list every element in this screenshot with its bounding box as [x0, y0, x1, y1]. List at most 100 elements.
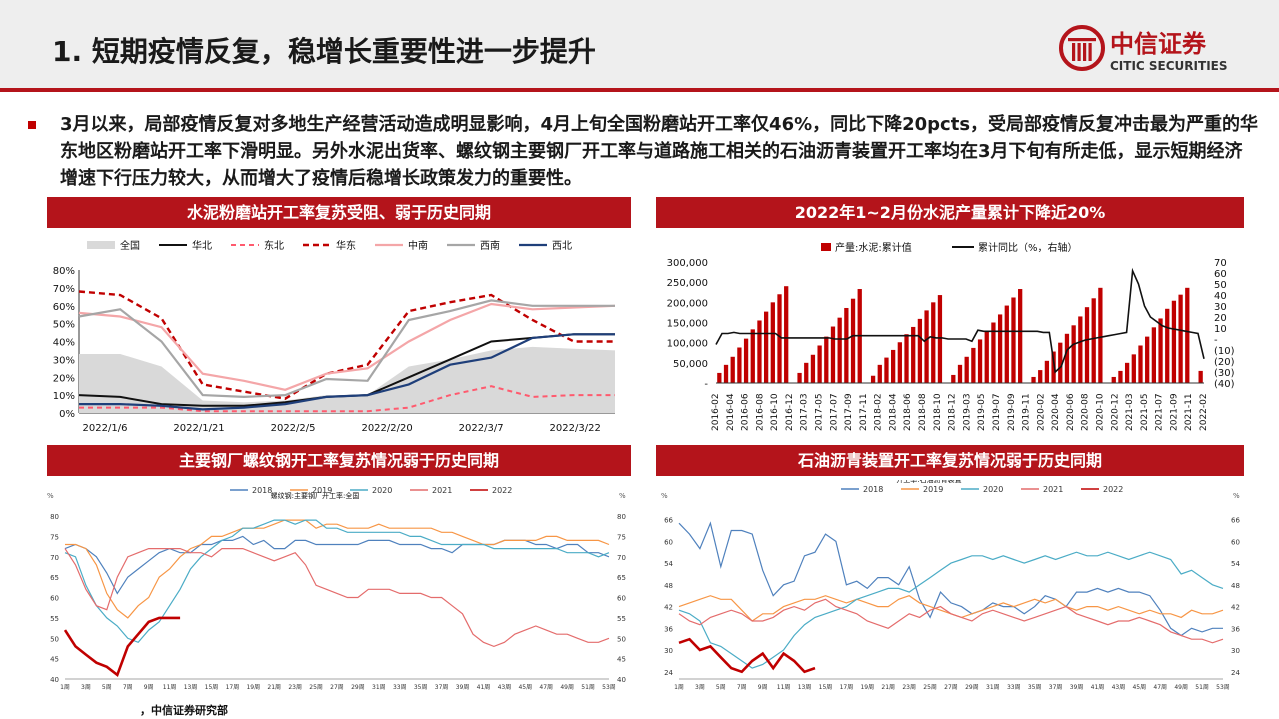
bar	[717, 372, 722, 383]
y-tick-label: 40%	[53, 338, 75, 349]
bar	[964, 356, 969, 383]
x-tick-label: 2020-08	[1081, 393, 1091, 431]
header-band	[0, 0, 1279, 88]
x-tick-label: 35周	[1028, 684, 1042, 691]
x-tick-label: 2016-12	[785, 393, 795, 431]
bar	[1038, 370, 1043, 383]
unit-right: %	[619, 492, 626, 500]
page-title: 1. 短期疫情反复，稳增长重要性进一步提升	[52, 35, 596, 68]
x-tick-label: 2022/3/7	[459, 423, 504, 434]
bar	[1064, 333, 1070, 383]
y-right-tick-label: 50	[617, 635, 626, 643]
bar	[750, 329, 755, 383]
y-tick-label: 30%	[53, 355, 75, 366]
bar	[911, 326, 916, 383]
bar	[730, 356, 735, 383]
legend-label-2021: 2021	[1043, 485, 1063, 494]
y-right-tick-label: 70	[617, 554, 626, 562]
y-right-tick-label: 40	[1214, 291, 1227, 302]
y-right-tick-label: 75	[617, 533, 626, 541]
x-tick-label: 2018-06	[903, 393, 913, 431]
bar	[917, 318, 923, 383]
x-tick-label: 11周	[777, 684, 791, 691]
bullet-square	[28, 121, 36, 129]
bar	[951, 374, 956, 383]
y-tick-label: 0%	[59, 409, 75, 420]
x-tick-label: 2019-03	[962, 393, 972, 431]
legend-label-2018: 2018	[863, 485, 883, 494]
x-tick-label: 2016-08	[755, 393, 765, 431]
bar	[1124, 362, 1130, 383]
y-left-tick-label: 66	[664, 517, 673, 525]
bar	[904, 334, 909, 383]
x-tick-label: 43周	[498, 684, 512, 691]
source-note: ，中信证券研究部	[140, 704, 228, 717]
bar	[1198, 370, 1203, 383]
y-left-tick-label: 75	[50, 533, 59, 541]
bar	[997, 314, 1003, 383]
bar	[924, 310, 929, 383]
series-2022	[678, 637, 816, 674]
y-right-tick-label: 50	[1214, 280, 1227, 291]
bar	[737, 347, 742, 383]
unit-left: %	[661, 492, 668, 500]
bar	[1044, 360, 1050, 383]
legend-label-2021: 2021	[432, 486, 452, 495]
y-tick-label: 60%	[53, 302, 75, 313]
bar	[1131, 354, 1136, 383]
x-tick-label: 2022/2/20	[361, 423, 412, 434]
y-right-tick-label: 24	[1231, 669, 1240, 677]
x-tick-label: 3周	[695, 684, 705, 691]
y-tick-label: 50%	[53, 320, 75, 331]
citic-logo-graphic: 中信证券 CITIC SECURITIES	[1059, 25, 1228, 73]
chart4-title: 石油沥青装置开工率复苏情况弱于历史同期	[656, 445, 1244, 476]
legend-label-2022: 2022	[1103, 485, 1123, 494]
y-right-tick-label: 42	[1231, 604, 1240, 612]
logo-english: CITIC SECURITIES	[1110, 59, 1228, 73]
x-tick-label: 5周	[716, 684, 726, 691]
bar	[797, 372, 802, 383]
header-rule	[0, 88, 1279, 92]
chart4-plot: % % 开工率:石油沥青装置 2018 2019 2020 2021 2022 24 24 30 30…	[661, 480, 1240, 691]
bar	[1078, 316, 1083, 383]
x-tick-label: 41周	[1091, 684, 1105, 691]
legend-label-3: 华东	[336, 239, 356, 252]
x-tick-label: 33周	[1007, 684, 1021, 691]
x-tick-label: 2017-05	[815, 393, 825, 431]
x-tick-label: 1周	[60, 684, 70, 691]
x-tick-label: 2019-09	[1007, 393, 1017, 431]
x-tick-label: 2018-04	[888, 393, 898, 431]
y-right-tick-label: 10	[1214, 324, 1227, 335]
y-right-tick-label: (10)	[1214, 346, 1235, 357]
bar	[784, 286, 789, 383]
x-tick-label: 43周	[1112, 684, 1126, 691]
series-2020	[64, 519, 610, 644]
x-tick-label: 23周	[902, 684, 916, 691]
bar	[1004, 305, 1009, 383]
bar	[1091, 298, 1096, 383]
unit-right: %	[1233, 492, 1240, 500]
legend-label-bar: 产量:水泥:累计值	[835, 241, 912, 254]
series-西南	[78, 299, 615, 399]
x-tick-label: 37周	[435, 684, 449, 691]
x-tick-label: 2018-12	[948, 393, 958, 431]
bar	[1018, 289, 1023, 383]
chart-subtitle: 螺纹钢:主要钢厂开工率:全国	[271, 491, 360, 500]
bar	[1118, 370, 1123, 383]
bar	[844, 307, 849, 383]
x-tick-label: 47周	[1153, 684, 1167, 691]
x-tick-label: 2022/2/5	[271, 423, 316, 434]
legend-label-1: 华北	[192, 239, 212, 252]
y-right-tick-label: 40	[617, 676, 626, 684]
legend-label-2019: 2019	[923, 485, 943, 494]
bar	[1011, 297, 1016, 383]
x-tick-label: 2022/1/6	[83, 423, 128, 434]
x-tick-label: 5周	[102, 684, 112, 691]
x-tick-label: 53周	[602, 684, 616, 691]
y-left-tick-label: 50	[50, 635, 59, 643]
legend-swatch-bar	[821, 243, 831, 251]
x-tick-label: 13周	[184, 684, 198, 691]
bar	[897, 342, 902, 383]
y-right-tick-label: 54	[1231, 560, 1240, 568]
